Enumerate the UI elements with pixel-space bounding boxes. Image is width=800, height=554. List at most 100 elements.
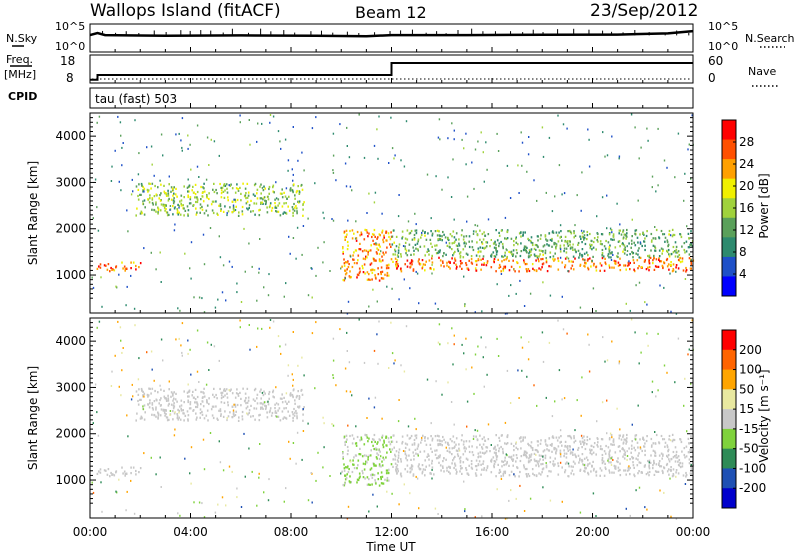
echo-cell — [170, 186, 173, 189]
echo-cell — [465, 337, 467, 340]
echo-cell — [529, 255, 531, 258]
echo-cell — [687, 437, 690, 440]
echo-cell — [630, 239, 633, 242]
echo-cell — [664, 441, 667, 444]
echo-cell — [381, 259, 384, 262]
beam-title: Beam 12 — [355, 3, 427, 22]
echo-cell — [157, 412, 160, 415]
echo-cell — [199, 203, 202, 206]
echo-cell — [526, 451, 528, 454]
echo-cell — [385, 267, 388, 270]
echo-cell — [639, 438, 641, 441]
echo-cell — [633, 473, 635, 476]
echo-cell — [409, 265, 412, 268]
echo-cell — [415, 428, 417, 431]
echo-cell — [373, 406, 376, 409]
echo-cell — [167, 394, 169, 397]
echo-cell — [528, 269, 531, 273]
echo-cell — [608, 471, 611, 474]
echo-cell — [411, 238, 414, 241]
echo-cell — [474, 353, 477, 356]
echo-cell — [564, 469, 567, 472]
colorbar-swatch — [722, 448, 736, 469]
echo-cell — [329, 270, 331, 272]
echo-cell — [573, 230, 575, 233]
echo-cell — [411, 263, 413, 266]
echo-cell — [658, 460, 661, 463]
x-tick-label: 08:00 — [274, 525, 309, 539]
echo-cell — [529, 239, 532, 242]
echo-cell — [613, 238, 615, 241]
echo-cell — [522, 436, 525, 439]
echo-cell — [634, 331, 636, 334]
echo-cell — [536, 404, 538, 407]
echo-cell — [484, 451, 487, 454]
echo-cell — [475, 468, 478, 471]
echo-cell — [493, 460, 496, 463]
echo-cell — [691, 114, 693, 117]
echo-cell — [385, 230, 387, 233]
echo-cell — [542, 455, 544, 458]
echo-cell — [657, 127, 659, 130]
echo-cell — [391, 440, 394, 443]
echo-cell — [413, 249, 415, 252]
echo-cell — [274, 206, 277, 209]
echo-cell — [468, 259, 470, 262]
echo-cell — [651, 239, 653, 242]
echo-cell — [447, 381, 449, 384]
echo-cell — [672, 468, 675, 471]
echo-cell — [492, 251, 495, 254]
echo-cell — [611, 471, 613, 474]
echo-cell — [588, 343, 590, 346]
echo-cell — [573, 437, 575, 440]
echo-cell — [236, 496, 238, 499]
echo-cell — [240, 199, 242, 202]
echo-cell — [688, 237, 690, 240]
echo-cell — [419, 245, 422, 248]
echo-cell — [208, 192, 210, 195]
echo-cell — [388, 440, 390, 443]
echo-cell — [674, 381, 676, 384]
echo-cell — [431, 257, 433, 260]
echo-cell — [380, 277, 383, 280]
echo-cell — [509, 197, 512, 199]
echo-cell — [239, 326, 241, 329]
echo-cell — [609, 457, 612, 460]
echo-cell — [557, 319, 559, 322]
echo-cell — [397, 255, 400, 258]
echo-cell — [502, 474, 505, 477]
y-tick-label: 4000 — [55, 334, 86, 348]
echo-cell — [394, 250, 397, 253]
echo-cell — [494, 255, 497, 258]
echo-cell — [190, 277, 192, 280]
echo-cell — [287, 159, 290, 162]
echo-cell — [520, 440, 522, 443]
echo-cell — [227, 404, 229, 407]
echo-cell — [555, 243, 558, 246]
echo-cell — [557, 259, 560, 263]
echo-cell — [178, 409, 181, 413]
echo-cell — [398, 399, 400, 401]
echo-cell — [454, 257, 456, 260]
echo-cell — [455, 437, 458, 440]
echo-cell — [410, 464, 413, 467]
echo-cell — [608, 250, 611, 253]
colorbar-swatch — [722, 428, 736, 450]
echo-cell — [555, 436, 558, 439]
echo-cell — [379, 245, 381, 248]
echo-cell — [166, 211, 169, 214]
echo-cell — [502, 472, 505, 475]
echo-cell — [353, 232, 355, 235]
echo-cell — [680, 440, 683, 444]
echo-cell — [423, 450, 426, 453]
echo-cell — [654, 442, 657, 445]
y-tick-label: 1000 — [55, 268, 86, 282]
echo-cell — [495, 247, 497, 250]
echo-cell — [554, 457, 556, 460]
echo-cell — [597, 236, 599, 239]
echo-cell — [169, 208, 171, 211]
echo-cell — [344, 474, 346, 477]
echo-cell — [675, 270, 677, 273]
echo-cell — [559, 244, 562, 247]
echo-cell — [368, 478, 370, 481]
